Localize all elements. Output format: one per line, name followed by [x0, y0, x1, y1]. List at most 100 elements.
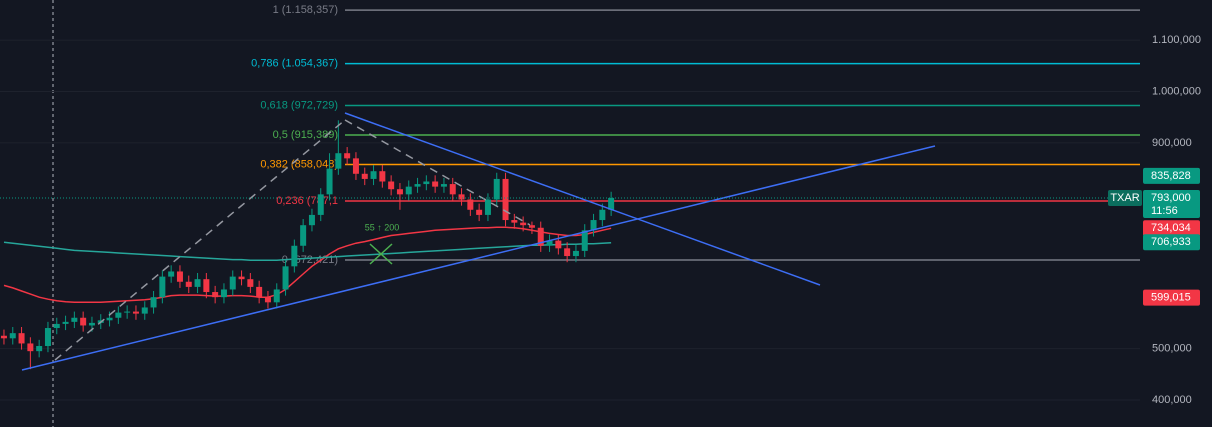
candle-body	[88, 322, 95, 326]
candle-body	[326, 168, 333, 195]
price-axis: 1.100,000 1.000,000 900,000 500,000 400,000 8…	[1108, 34, 1201, 406]
candle-body	[352, 158, 359, 174]
candle-body	[0, 335, 7, 339]
y-tick-label: 400,000	[1152, 394, 1192, 406]
price-label: 706,933	[1151, 236, 1191, 248]
candle-body	[493, 178, 500, 200]
y-tick-label: 1.100,000	[1152, 34, 1201, 46]
moving-averages	[3, 226, 612, 304]
candle-body	[291, 245, 298, 267]
price-label-box	[1143, 189, 1200, 218]
candle-body	[432, 181, 439, 187]
candle-body	[388, 181, 395, 190]
candle-body	[564, 248, 571, 257]
candle-body	[344, 153, 351, 159]
candle-body	[80, 317, 87, 326]
candle-body	[555, 240, 562, 249]
candle-body	[599, 209, 606, 221]
symbol-box	[1108, 189, 1142, 206]
fib-label: 0,786 (1.054,367)	[251, 57, 338, 69]
trendline	[344, 112, 821, 286]
candle-body	[440, 184, 447, 187]
candle-body	[62, 321, 69, 324]
candle-body	[9, 333, 16, 339]
symbol-label: TXAR	[1110, 192, 1139, 204]
candle-body	[71, 317, 78, 322]
candle-body	[528, 225, 535, 228]
fib-levels: 1 (1.158,357) 0,786 (1.054,367) 0,618 (972…	[251, 4, 1140, 266]
candle-body	[423, 181, 430, 185]
moving-average	[3, 241, 612, 261]
candles	[0, 120, 615, 370]
candle-body	[608, 197, 615, 210]
candle-body	[282, 266, 289, 290]
fib-label: 0,618 (972,729)	[260, 99, 338, 111]
candle-body	[176, 271, 183, 282]
y-tick-label: 1.000,000	[1152, 85, 1201, 97]
candle-body	[476, 209, 483, 215]
y-tick-label: 900,000	[1152, 137, 1192, 149]
time-label: 11:56	[1151, 205, 1178, 217]
candle-body	[396, 189, 403, 195]
candle-body	[590, 220, 597, 231]
candle-body	[467, 199, 474, 210]
candle-body	[44, 328, 51, 347]
candle-body	[124, 311, 131, 313]
candle-body	[247, 279, 254, 287]
candle-body	[370, 171, 377, 179]
dashed-path	[344, 119, 531, 226]
price-label-box	[1143, 234, 1200, 251]
candle-body	[141, 307, 148, 314]
candle-body	[36, 346, 43, 352]
price-label-box	[1143, 220, 1200, 237]
candle-body	[379, 171, 386, 182]
dashed-path	[54, 119, 346, 361]
candle-body	[520, 222, 527, 226]
candle-body	[150, 297, 157, 308]
price-label: 734,034	[1151, 222, 1191, 234]
candle-body	[238, 276, 245, 280]
candle-body	[317, 194, 324, 215]
candle-body	[194, 279, 201, 287]
candle-body	[502, 178, 509, 221]
candle-body	[458, 194, 465, 200]
candle-body	[256, 286, 263, 298]
candle-body	[53, 323, 60, 329]
candle-body	[581, 230, 588, 251]
candle-body	[220, 289, 227, 298]
candle-body	[106, 317, 113, 321]
price-label: 793,000	[1151, 192, 1191, 204]
candle-body	[335, 153, 342, 169]
candle-body	[203, 279, 210, 293]
annotation: 55 ↑ 200	[365, 222, 400, 232]
grid	[0, 39, 1140, 401]
candle-body	[572, 250, 579, 257]
price-label-box	[1143, 167, 1200, 184]
fib-label: 0,236 (787,1	[276, 195, 338, 207]
y-tick-label: 500,000	[1152, 342, 1192, 354]
candle-body	[300, 225, 307, 246]
candle-body	[18, 333, 25, 344]
candle-body	[27, 343, 34, 352]
price-label-box	[1143, 289, 1200, 306]
candle-body	[414, 184, 421, 187]
candle-body	[212, 292, 219, 298]
price-label: 835,828	[1151, 170, 1191, 182]
candle-body	[273, 289, 280, 303]
candle-body	[132, 311, 139, 314]
candle-body	[546, 240, 553, 246]
candle-body	[264, 297, 271, 303]
candle-body	[537, 227, 544, 246]
candle-body	[185, 281, 192, 287]
price-label: 599,015	[1151, 292, 1191, 304]
moving-average	[3, 226, 612, 304]
drawings: 55 ↑ 200	[21, 112, 936, 371]
candle-body	[449, 184, 456, 195]
trendline	[21, 145, 936, 371]
candle-body	[405, 186, 412, 195]
candle-body	[168, 271, 175, 277]
fib-label: 0,382 (858,048)	[260, 158, 338, 170]
candle-body	[229, 276, 236, 290]
fib-label: 0,5 (915,389)	[273, 129, 338, 141]
